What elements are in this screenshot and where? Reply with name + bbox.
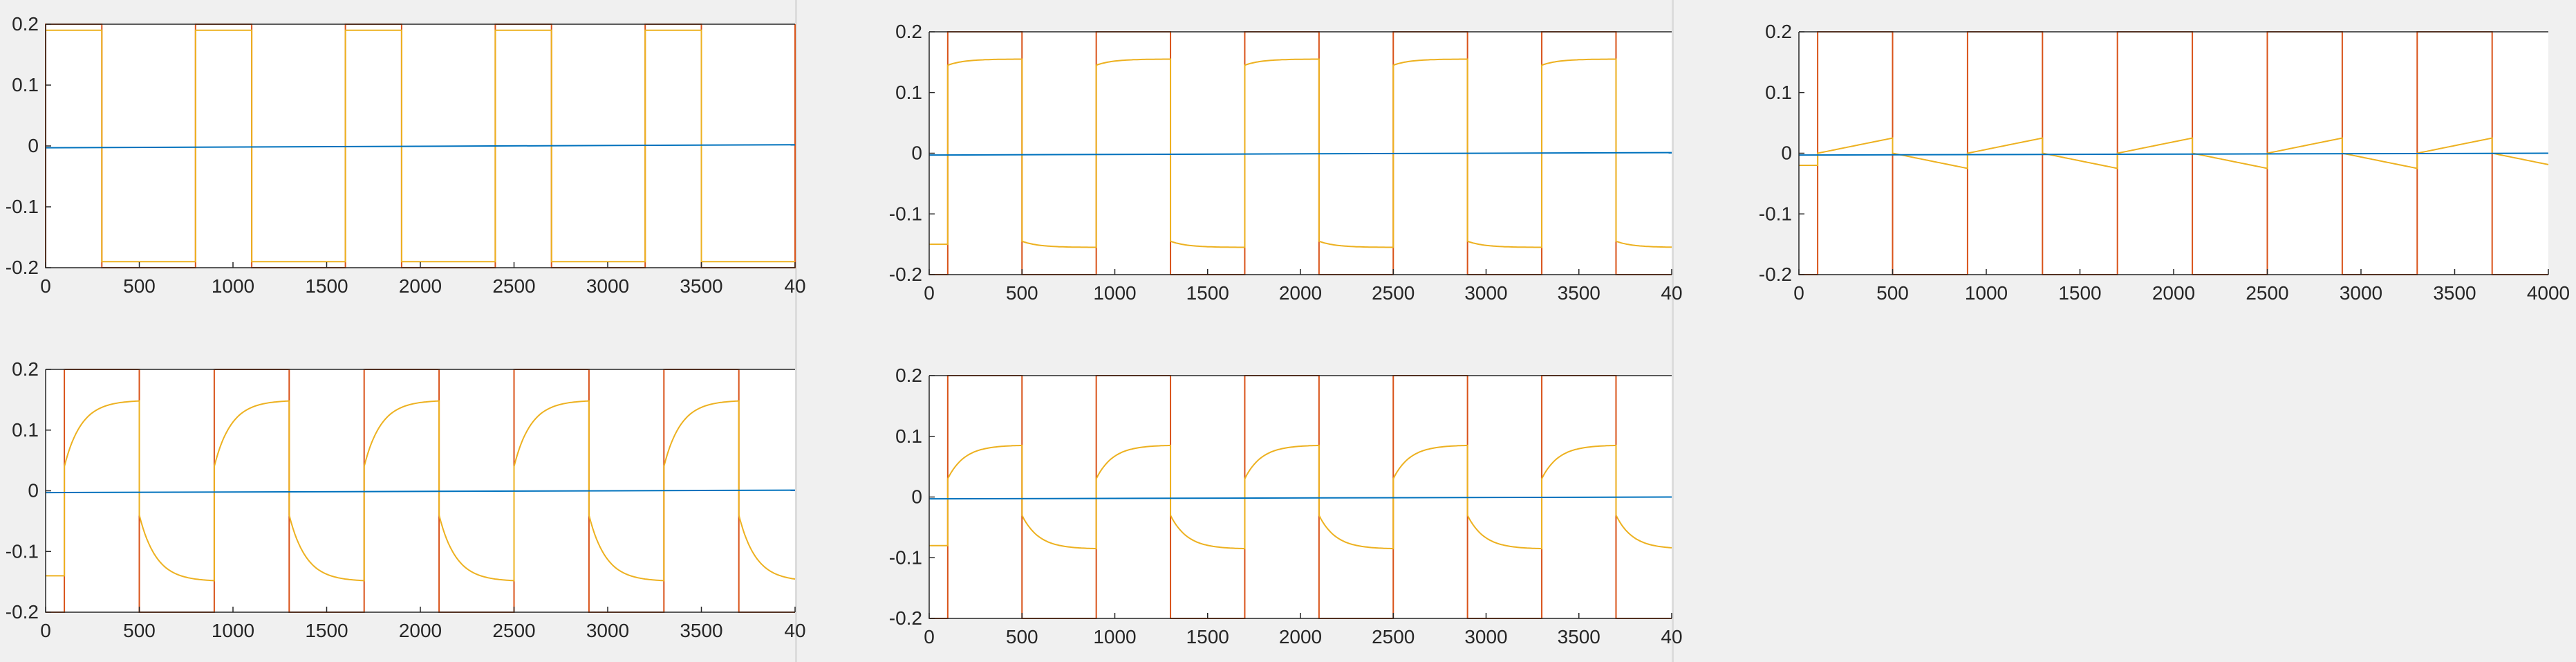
x-tick-label: 1000 <box>1093 282 1136 304</box>
x-tick-label: 3000 <box>586 620 629 641</box>
x-tick-label: 1000 <box>212 275 254 297</box>
x-tick-label: 1500 <box>305 275 348 297</box>
x-tick-label: 3500 <box>1558 626 1600 647</box>
x-tick-label: 0 <box>924 626 935 647</box>
x-tick-label: 1500 <box>305 620 348 641</box>
x-tick-label: 2000 <box>1279 282 1322 304</box>
y-tick-label: 0 <box>911 486 922 508</box>
y-tick-label: 0.2 <box>895 365 922 386</box>
x-tick-label: 1500 <box>1186 626 1229 647</box>
x-tick-label: 3000 <box>1464 282 1507 304</box>
x-tick-label: 0 <box>40 620 51 641</box>
y-tick-label: -0.2 <box>889 264 922 285</box>
y-tick-label: 0.1 <box>12 419 39 441</box>
y-tick-label: -0.1 <box>6 540 39 562</box>
series-line-yellow <box>1799 137 2549 169</box>
x-tick-label: 3500 <box>680 275 722 297</box>
x-tick-label: 500 <box>1006 626 1038 647</box>
x-tick-label: 2000 <box>399 620 442 641</box>
x-tick-label: 2500 <box>2246 282 2288 304</box>
plot-panel-4[interactable]: -0.2 -0.1 0 0.1 0.2 0 500 1000 1500 2000 2500 3000 3… <box>0 339 806 662</box>
y-tick-label: 0.1 <box>895 425 922 447</box>
y-tick-label: 0.1 <box>895 82 922 103</box>
series-line-blue <box>928 151 1672 156</box>
y-tick-label: 0.1 <box>1765 82 1792 103</box>
x-tick-label: 2500 <box>1372 626 1415 647</box>
plot-panel-1[interactable]: -0.2 -0.1 0 0.1 0.2 0 500 1000 1500 2000 2500 3000 3… <box>0 0 806 304</box>
x-tick-label: 3500 <box>1558 282 1600 304</box>
y-tick-label: 0 <box>911 142 922 164</box>
x-tick-label: 3500 <box>2433 282 2476 304</box>
x-tick-label: 1500 <box>2058 282 2101 304</box>
y-tick-label: 0.2 <box>1765 21 1792 42</box>
series-line-blue <box>45 144 796 149</box>
x-tick-label: 500 <box>1876 282 1909 304</box>
y-tick-label: -0.2 <box>6 257 39 278</box>
y-tick-label: -0.2 <box>6 601 39 623</box>
x-tick-label: 2000 <box>399 275 442 297</box>
series-line-blue <box>928 496 1672 500</box>
plot-panel-5[interactable]: -0.2 -0.1 0 0.1 0.2 0 500 1000 1500 2000 2500 3000 3… <box>797 339 1683 662</box>
x-tick-label: 500 <box>123 620 156 641</box>
y-tick-label: -0.1 <box>6 196 39 217</box>
y-tick-label: -0.2 <box>1759 264 1792 285</box>
x-tick-label: 40 <box>784 275 805 297</box>
x-tick-label: 0 <box>1793 282 1804 304</box>
x-tick-label: 40 <box>1661 626 1682 647</box>
y-tick-label: 0 <box>1781 142 1792 164</box>
plot-panel-3[interactable]: -0.2 -0.1 0 0.1 0.2 0 500 1000 1500 2000 2500 3000 3… <box>1674 0 2576 318</box>
x-tick-label: 2500 <box>492 620 535 641</box>
x-tick-label: 500 <box>123 275 156 297</box>
series-line-yellow <box>46 400 796 582</box>
y-tick-label: -0.2 <box>889 607 922 629</box>
y-tick-label: 0 <box>28 135 39 156</box>
plot-panel-2[interactable]: -0.2 -0.1 0 0.1 0.2 0 500 1000 1500 2000 2500 3000 3… <box>797 0 1683 318</box>
x-tick-label: 0 <box>40 275 51 297</box>
x-tick-label: 1500 <box>1186 282 1229 304</box>
x-tick-label: 3000 <box>1464 626 1507 647</box>
x-tick-label: 2500 <box>1372 282 1415 304</box>
window-divider-left[interactable] <box>795 0 797 662</box>
x-tick-label: 3500 <box>680 620 722 641</box>
x-tick-label: 3000 <box>586 275 629 297</box>
y-tick-label: 0.2 <box>12 358 39 380</box>
y-tick-label: -0.1 <box>1759 203 1792 224</box>
x-tick-label: 40 <box>1661 282 1682 304</box>
y-tick-label: 0.2 <box>12 13 39 35</box>
series-line-blue <box>45 489 796 494</box>
x-tick-label: 0 <box>924 282 935 304</box>
y-tick-label: -0.1 <box>889 546 922 568</box>
x-tick-label: 2500 <box>492 275 535 297</box>
series-line-blue <box>1798 152 2549 156</box>
x-tick-label: 1000 <box>1965 282 2008 304</box>
x-tick-label: 2000 <box>1279 626 1322 647</box>
x-tick-label: 500 <box>1006 282 1038 304</box>
y-tick-label: 0 <box>28 480 39 502</box>
x-tick-label: 1000 <box>1093 626 1136 647</box>
series-line-yellow <box>929 58 1672 248</box>
series-line-yellow <box>929 444 1672 550</box>
x-tick-label: 4000 <box>2527 282 2570 304</box>
y-tick-label: 0.1 <box>12 74 39 95</box>
window-divider-right[interactable] <box>1672 0 1674 662</box>
x-tick-label: 1000 <box>212 620 254 641</box>
y-tick-label: 0.2 <box>895 21 922 42</box>
x-tick-label: 2000 <box>2152 282 2195 304</box>
x-tick-label: 40 <box>784 620 805 641</box>
x-tick-label: 3000 <box>2340 282 2382 304</box>
y-tick-label: -0.1 <box>889 203 922 224</box>
